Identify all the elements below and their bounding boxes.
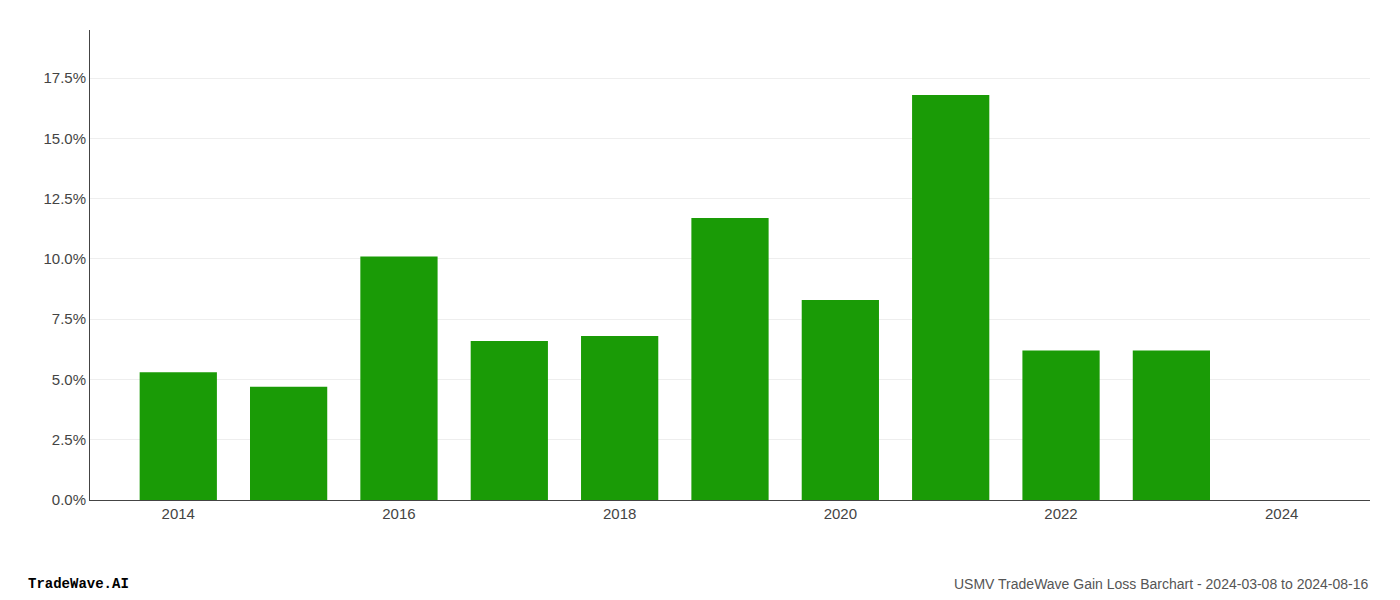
svg-text:2018: 2018 bbox=[603, 505, 636, 522]
svg-text:TradeWave.AI: TradeWave.AI bbox=[28, 576, 129, 592]
svg-text:2022: 2022 bbox=[1044, 505, 1077, 522]
svg-text:7.5%: 7.5% bbox=[52, 310, 86, 327]
svg-text:2016: 2016 bbox=[382, 505, 415, 522]
svg-text:2.5%: 2.5% bbox=[52, 431, 86, 448]
svg-text:15.0%: 15.0% bbox=[43, 130, 86, 147]
svg-text:2014: 2014 bbox=[162, 505, 195, 522]
svg-text:12.5%: 12.5% bbox=[43, 190, 86, 207]
svg-text:USMV TradeWave Gain Loss Barch: USMV TradeWave Gain Loss Barchart - 2024… bbox=[954, 576, 1368, 592]
svg-text:17.5%: 17.5% bbox=[43, 69, 86, 86]
svg-text:5.0%: 5.0% bbox=[52, 371, 86, 388]
svg-text:2024: 2024 bbox=[1265, 505, 1298, 522]
svg-text:2020: 2020 bbox=[824, 505, 857, 522]
svg-text:10.0%: 10.0% bbox=[43, 250, 86, 267]
svg-text:0.0%: 0.0% bbox=[52, 491, 86, 508]
